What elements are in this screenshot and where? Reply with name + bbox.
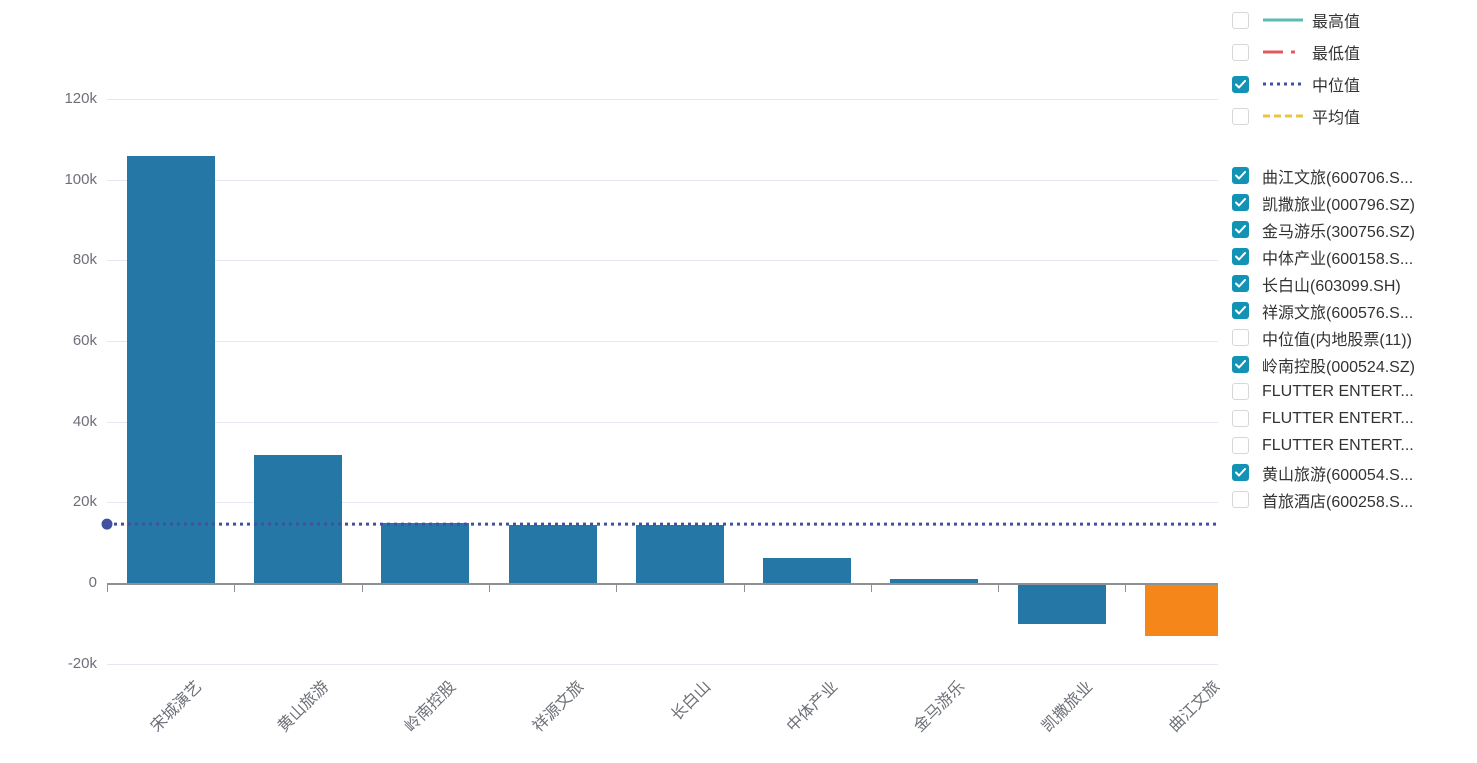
checkbox-unchecked-icon[interactable] (1232, 107, 1249, 125)
gridline (107, 421, 1218, 423)
plot-area (101, 98, 1218, 665)
legend-label: 平均值 (1312, 110, 1361, 127)
x-axis-line (107, 583, 1218, 585)
legend-item-stat[interactable]: 中位值 (1232, 72, 1476, 96)
checkbox-unchecked-icon[interactable] (1232, 437, 1249, 454)
x-axis-tick (616, 585, 618, 592)
gridline (107, 502, 1218, 504)
checkbox-unchecked-icon[interactable] (1232, 43, 1249, 61)
legend-item-series[interactable]: 长白山(603099.SH) (1232, 270, 1476, 297)
x-axis-tick (870, 585, 872, 592)
legend-item-stat[interactable]: 最低值 (1232, 40, 1476, 64)
gridline (107, 340, 1218, 342)
checkbox-unchecked-icon[interactable] (1232, 491, 1249, 508)
x-axis-tick (743, 585, 745, 592)
y-axis-label: 80k (72, 251, 97, 269)
gridline (107, 179, 1218, 181)
gridline (107, 663, 1218, 665)
legend-label: FLUTTER ENTERT... (1262, 436, 1414, 454)
legend-line-sample-icon (1262, 11, 1304, 29)
checkbox-unchecked-icon[interactable] (1232, 410, 1249, 427)
chart-bar[interactable] (1017, 583, 1106, 625)
legend-label: 祥源文旅(600576.S... (1262, 304, 1414, 322)
y-axis-label: -20k (67, 654, 97, 672)
x-axis-tick (234, 585, 236, 592)
checkbox-checked-icon[interactable] (1232, 302, 1249, 319)
legend-line-sample-icon (1262, 107, 1304, 125)
legend-item-series[interactable]: 祥源文旅(600576.S... (1232, 297, 1476, 324)
checkbox-checked-icon[interactable] (1232, 248, 1249, 265)
legend-label: 黄山旅游(600054.S... (1262, 466, 1414, 484)
legend-item-series[interactable]: FLUTTER ENTERT... (1232, 378, 1476, 405)
legend-item-series[interactable]: 黄山旅游(600054.S... (1232, 459, 1476, 486)
legend-item-stat[interactable]: 平均值 (1232, 104, 1476, 128)
legend-item-stat[interactable]: 最高值 (1232, 8, 1476, 32)
x-axis-tick (361, 585, 363, 592)
gridline (107, 260, 1218, 262)
x-axis-tick (998, 585, 1000, 592)
legend-label: 首旅酒店(600258.S... (1262, 493, 1414, 511)
legend-item-series[interactable]: 首旅酒店(600258.S... (1232, 486, 1476, 513)
checkbox-checked-icon[interactable] (1232, 221, 1249, 238)
legend-item-series[interactable]: 中位值(内地股票(11)) (1232, 324, 1476, 351)
chart-bar[interactable] (381, 522, 470, 583)
checkbox-checked-icon[interactable] (1232, 167, 1249, 184)
legend-label: FLUTTER ENTERT... (1262, 382, 1414, 400)
chart-bar[interactable] (126, 155, 215, 583)
y-axis-label: 60k (72, 331, 97, 349)
checkbox-unchecked-icon[interactable] (1232, 383, 1249, 400)
legend-label: 最低值 (1312, 46, 1361, 63)
y-axis-label: 40k (72, 412, 97, 430)
legend-item-series[interactable]: FLUTTER ENTERT... (1232, 405, 1476, 432)
x-axis-tick (107, 585, 108, 592)
legend-label: 曲江文旅(600706.S... (1262, 169, 1414, 187)
legend-label: 最高值 (1312, 14, 1361, 31)
legend-item-series[interactable]: 金马游乐(300756.SZ) (1232, 216, 1476, 243)
chart-bar[interactable] (508, 524, 597, 583)
checkbox-unchecked-icon[interactable] (1232, 329, 1249, 346)
legend-label: 中位值 (1312, 78, 1361, 95)
chart-bar[interactable] (890, 579, 979, 583)
legend-item-series[interactable]: 凯撒旅业(000796.SZ) (1232, 189, 1476, 216)
chart-bar[interactable] (635, 524, 724, 583)
y-axis-label: 20k (72, 493, 97, 511)
checkbox-unchecked-icon[interactable] (1232, 11, 1249, 29)
legend-label: 凯撒旅业(000796.SZ) (1262, 196, 1415, 214)
legend-item-series[interactable]: 中体产业(600158.S... (1232, 243, 1476, 270)
legend-label: 岭南控股(000524.SZ) (1262, 358, 1415, 376)
median-line-marker (101, 518, 113, 530)
checkbox-checked-icon[interactable] (1232, 75, 1249, 93)
x-axis-tick (1125, 585, 1127, 592)
chart-bar[interactable] (763, 558, 852, 583)
gridline (107, 98, 1218, 100)
legend-label: 金马游乐(300756.SZ) (1262, 223, 1415, 241)
legend-item-series[interactable]: 曲江文旅(600706.S... (1232, 162, 1476, 189)
legend-label: 中体产业(600158.S... (1262, 250, 1414, 268)
checkbox-checked-icon[interactable] (1232, 356, 1249, 373)
legend-label: FLUTTER ENTERT... (1262, 409, 1414, 427)
legend-line-sample-icon (1262, 75, 1304, 93)
legend-statistics: 最高值最低值中位值平均值 (1232, 8, 1476, 136)
y-axis-label: 0 (88, 574, 97, 591)
x-axis-tick (488, 585, 490, 592)
y-axis-label: 100k (64, 170, 97, 188)
checkbox-checked-icon[interactable] (1232, 194, 1249, 211)
chart-bar[interactable] (253, 454, 342, 583)
checkbox-checked-icon[interactable] (1232, 275, 1249, 292)
legend-series-list: 曲江文旅(600706.S... 凯撒旅业(000796.SZ) 金马游乐(3007… (1232, 162, 1476, 513)
legend-label: 中位值(内地股票(11)) (1262, 331, 1412, 349)
legend-item-series[interactable]: 岭南控股(000524.SZ) (1232, 351, 1476, 378)
legend-label: 长白山(603099.SH) (1262, 277, 1401, 295)
legend-item-series[interactable]: FLUTTER ENTERT... (1232, 432, 1476, 459)
checkbox-checked-icon[interactable] (1232, 464, 1249, 481)
chart-bar[interactable] (1145, 583, 1218, 636)
legend-line-sample-icon (1262, 43, 1304, 61)
y-axis-label: 120k (64, 89, 97, 107)
